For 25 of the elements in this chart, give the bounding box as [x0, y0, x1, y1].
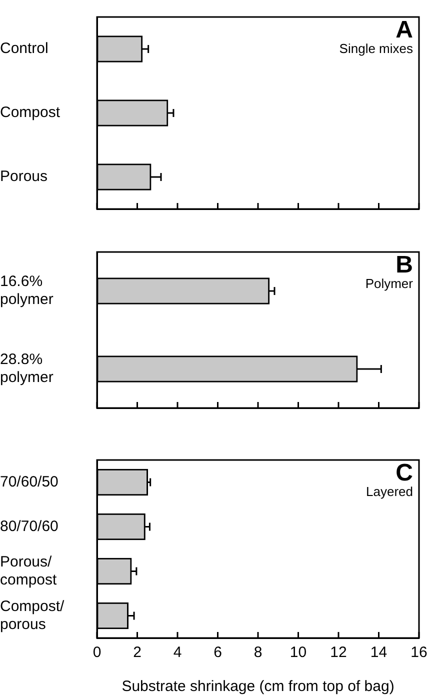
y-tick-label: Porous/compost	[0, 553, 58, 588]
x-tick-label: 6	[214, 644, 222, 662]
y-tick-label: Compost	[0, 104, 61, 122]
y-tick-label: Porous	[0, 168, 48, 186]
y-tick-label: Control	[0, 40, 48, 58]
x-tick-label: 16	[410, 644, 428, 662]
x-tick-label: 4	[173, 644, 182, 662]
y-tick-label: 28.8% polymer	[0, 351, 54, 386]
x-axis-title: Substrate shrinkage (cm from top of bag)	[122, 678, 394, 696]
x-tick-label: 0	[92, 644, 102, 662]
y-tick-label: Compost/porous	[0, 598, 66, 633]
y-tick-label: 80/70/60	[0, 518, 58, 535]
x-tick-label: 2	[133, 644, 142, 662]
x-tick-label: 8	[254, 644, 262, 662]
text: Layered	[366, 484, 413, 500]
chart-title: A	[396, 16, 413, 44]
y-tick-label: 16.6% polymer	[0, 273, 54, 308]
chart-title: C	[396, 460, 413, 487]
chart-title: B	[396, 252, 413, 279]
x-tick-label: 12	[330, 644, 347, 662]
text: Single mixes	[339, 41, 414, 56]
text: Polymer	[365, 276, 414, 292]
x-tick-label: 10	[290, 644, 307, 662]
y-tick-label: 70/60/50	[0, 473, 58, 490]
x-tick-label: 14	[370, 644, 388, 662]
